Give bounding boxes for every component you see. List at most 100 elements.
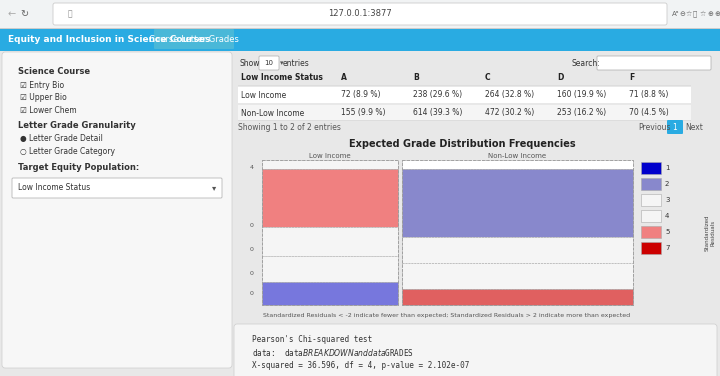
Text: Show: Show (240, 59, 261, 68)
Text: Previous: Previous (638, 123, 670, 132)
Bar (0, 50, 720, 376)
Text: D: D (557, 73, 563, 82)
FancyBboxPatch shape (154, 29, 234, 49)
Bar (0, 0, 720, 28)
Text: 155 (9.9 %): 155 (9.9 %) (341, 109, 385, 117)
Bar (238, 105, 691, 121)
Text: Low Income: Low Income (241, 91, 287, 100)
Text: ☆: ☆ (700, 11, 706, 17)
Text: 1: 1 (665, 165, 670, 171)
Bar (402, 160, 633, 305)
Text: Showing 1 to 2 of 2 entries: Showing 1 to 2 of 2 entries (238, 123, 341, 132)
Text: ☑ Upper Bio: ☑ Upper Bio (20, 94, 67, 103)
Bar (402, 263, 633, 289)
Text: Standardized Residuals < -2 indicate fewer than expected; Standardized Residuals: Standardized Residuals < -2 indicate few… (264, 312, 631, 317)
FancyBboxPatch shape (597, 56, 711, 70)
Text: B: B (413, 73, 419, 82)
Text: ☑ Entry Bio: ☑ Entry Bio (20, 82, 64, 91)
FancyBboxPatch shape (667, 120, 683, 134)
Text: ○ Letter Grade Category: ○ Letter Grade Category (20, 147, 115, 156)
Text: entries: entries (283, 59, 310, 68)
Bar (402, 237, 633, 263)
Text: ⓘ: ⓘ (68, 9, 73, 18)
Text: 7: 7 (665, 245, 670, 251)
Text: Next: Next (685, 123, 703, 132)
Text: F: F (629, 73, 634, 82)
Text: data:  data$BREAKDOWN and data$GRADES: data: data$BREAKDOWN and data$GRADES (252, 347, 414, 358)
Text: ↻: ↻ (20, 9, 28, 19)
Text: 10: 10 (264, 60, 274, 66)
Text: Letter Grade Granularity: Letter Grade Granularity (18, 121, 136, 130)
Bar (238, 87, 691, 103)
Text: Course Letter Grades: Course Letter Grades (149, 35, 239, 44)
Text: ☆: ☆ (686, 11, 692, 17)
Text: Low Income: Low Income (309, 153, 351, 159)
Bar (641, 194, 661, 206)
Text: 4: 4 (250, 165, 254, 170)
Bar (641, 226, 661, 238)
Text: 72 (8.9 %): 72 (8.9 %) (341, 91, 380, 100)
Text: Expected Grade Distribution Frequencies: Expected Grade Distribution Frequencies (348, 139, 575, 149)
Text: 0: 0 (250, 247, 254, 252)
Bar (262, 227, 398, 256)
Text: 0: 0 (250, 271, 254, 276)
Text: 70 (4.5 %): 70 (4.5 %) (629, 109, 669, 117)
Bar (402, 169, 633, 237)
Text: Low Income Status: Low Income Status (18, 183, 90, 193)
Text: ▾: ▾ (280, 60, 284, 66)
Bar (0, 28, 720, 29)
Text: Standardized
Residuals: Standardized Residuals (705, 214, 716, 251)
Text: A: A (341, 73, 347, 82)
Bar (641, 242, 661, 254)
Bar (402, 160, 633, 169)
Bar (262, 160, 398, 305)
Text: ▾: ▾ (212, 183, 216, 193)
Text: Search:: Search: (572, 59, 600, 68)
Bar (402, 289, 633, 305)
FancyBboxPatch shape (53, 3, 667, 25)
FancyBboxPatch shape (259, 56, 279, 70)
Text: ⧈: ⧈ (693, 11, 697, 17)
Text: 614 (39.3 %): 614 (39.3 %) (413, 109, 462, 117)
Text: ⊕: ⊕ (707, 11, 713, 17)
Text: 3: 3 (665, 197, 670, 203)
Text: Non-Low Income: Non-Low Income (241, 109, 305, 117)
Text: Non-Low Income: Non-Low Income (488, 153, 546, 159)
Text: 238 (29.6 %): 238 (29.6 %) (413, 91, 462, 100)
Text: C: C (485, 73, 490, 82)
Text: ⊕: ⊕ (714, 11, 720, 17)
Text: 2: 2 (665, 181, 670, 187)
Text: ● Letter Grade Detail: ● Letter Grade Detail (20, 135, 103, 144)
Text: 160 (19.9 %): 160 (19.9 %) (557, 91, 606, 100)
Text: Equity and Inclusion in Science Courses: Equity and Inclusion in Science Courses (8, 35, 210, 44)
Text: 472 (30.2 %): 472 (30.2 %) (485, 109, 534, 117)
Text: 0: 0 (250, 223, 254, 228)
Text: 71 (8.8 %): 71 (8.8 %) (629, 91, 668, 100)
Text: Low Income Status: Low Income Status (241, 73, 323, 82)
Bar (262, 160, 398, 169)
FancyBboxPatch shape (12, 178, 222, 198)
Text: ⊖: ⊖ (679, 11, 685, 17)
Text: Science Course: Science Course (18, 68, 90, 76)
Bar (641, 162, 661, 174)
FancyBboxPatch shape (2, 52, 232, 368)
Bar (262, 169, 398, 227)
Text: ☑ Lower Chem: ☑ Lower Chem (20, 106, 76, 115)
Bar (262, 282, 398, 305)
Bar (641, 178, 661, 190)
Text: 127.0.0.1:3877: 127.0.0.1:3877 (328, 9, 392, 18)
Text: ←: ← (8, 9, 16, 19)
Bar (0, 29, 720, 50)
Text: 253 (16.2 %): 253 (16.2 %) (557, 109, 606, 117)
Text: 0: 0 (250, 291, 254, 296)
Text: Target Equity Population:: Target Equity Population: (18, 162, 139, 171)
Text: 5: 5 (665, 229, 670, 235)
Text: 264 (32.8 %): 264 (32.8 %) (485, 91, 534, 100)
Bar (262, 256, 398, 282)
Text: Aᵃ: Aᵃ (672, 11, 680, 17)
Bar (641, 210, 661, 222)
Text: Pearson's Chi-squared test: Pearson's Chi-squared test (252, 335, 372, 344)
Text: X-squared = 36.596, df = 4, p-value = 2.102e-07: X-squared = 36.596, df = 4, p-value = 2.… (252, 361, 469, 370)
Text: 1: 1 (672, 123, 678, 132)
Text: 4: 4 (665, 213, 670, 219)
